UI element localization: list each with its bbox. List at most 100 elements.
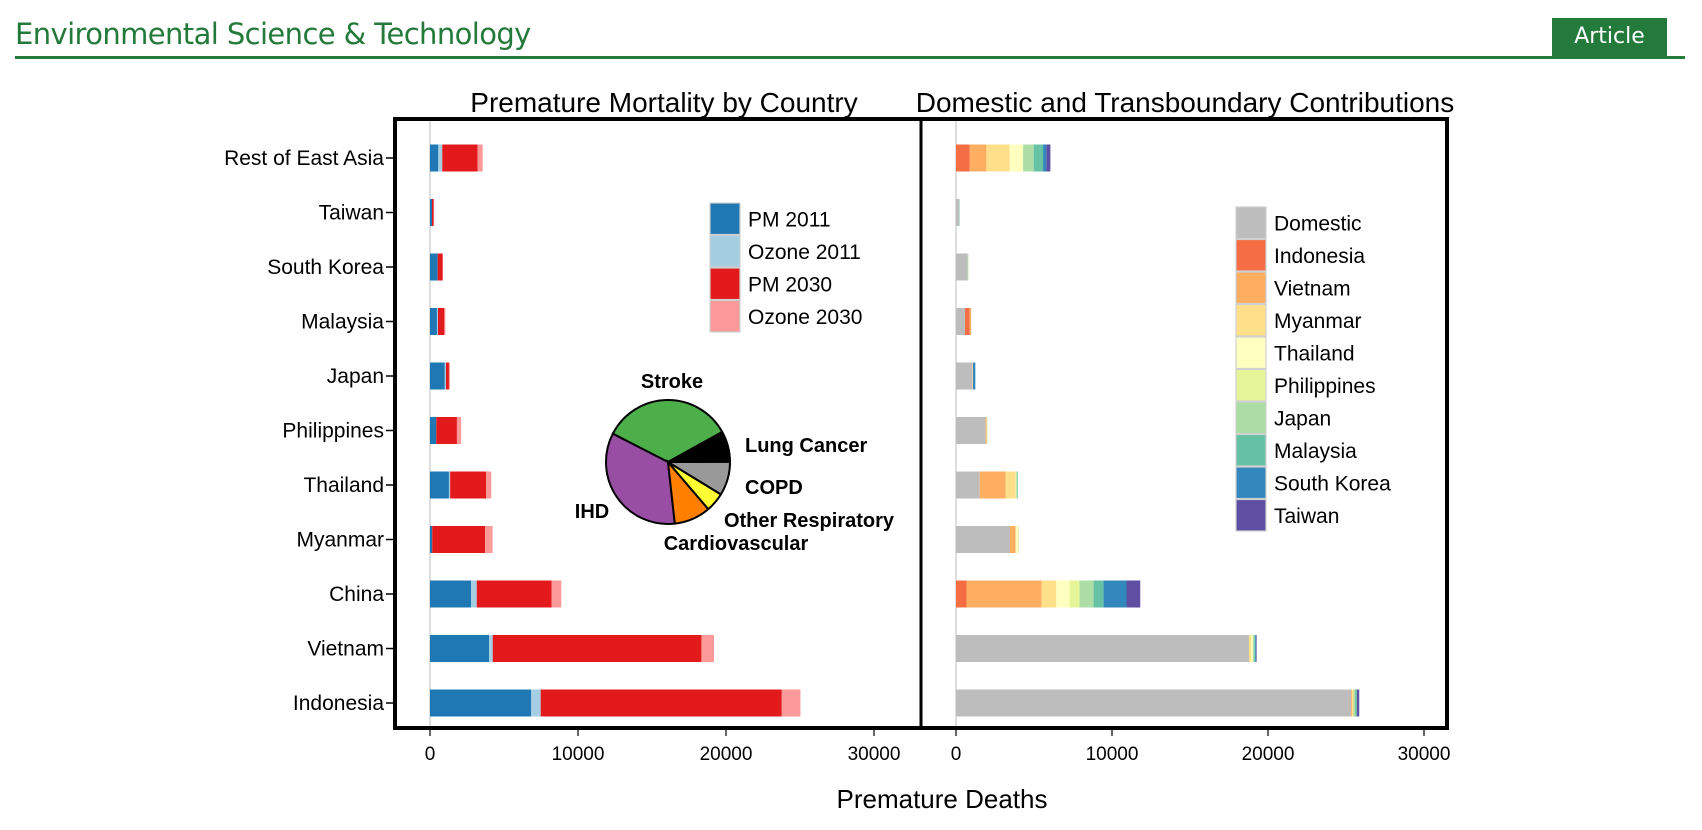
right-bar-vietnam bbox=[966, 580, 1042, 608]
y-tick-label: South Korea bbox=[267, 256, 384, 279]
legend-swatch bbox=[709, 267, 741, 301]
right-bar-myanmar bbox=[1248, 635, 1252, 662]
y-tick-label: Indonesia bbox=[293, 692, 384, 715]
y-tick-label: Philippines bbox=[282, 420, 384, 443]
left-bar-ozone-2011 bbox=[436, 308, 438, 335]
pie-label: Lung Cancer bbox=[745, 435, 867, 457]
left-bar-pm-2030 bbox=[445, 362, 449, 390]
right-bar-japan bbox=[1079, 580, 1094, 608]
left-bar-pm-2011 bbox=[430, 580, 471, 608]
left-bar-pm-2011 bbox=[430, 526, 433, 553]
right-bar-thailand bbox=[1251, 635, 1253, 662]
right-bar-vietnam bbox=[1009, 526, 1016, 553]
right-bar-domestic bbox=[956, 417, 986, 444]
left-bar-pm-2011 bbox=[430, 471, 449, 499]
legend-label: Ozone 2030 bbox=[748, 306, 862, 329]
left-legend: PM 2011 Ozone 2011 PM 2030 Ozone 2030 bbox=[709, 202, 862, 333]
legend-swatch bbox=[1235, 238, 1267, 272]
right-bar-indonesia bbox=[956, 580, 967, 608]
left-bar-ozone-2030 bbox=[781, 689, 801, 717]
article-badge: Article bbox=[1552, 18, 1667, 56]
right-bar-taiwan bbox=[1126, 580, 1141, 608]
legend-label: PM 2011 bbox=[748, 208, 831, 231]
left-bar-ozone-2011 bbox=[531, 689, 541, 717]
right-bar-domestic bbox=[956, 253, 968, 281]
y-tick-label: Japan bbox=[327, 365, 384, 388]
left-bar-pm-2030 bbox=[436, 417, 457, 444]
pie-slice-ihd bbox=[605, 432, 676, 525]
right-bar-vietnam bbox=[985, 417, 987, 444]
pie-label: Other Respiratory bbox=[724, 510, 895, 532]
left-bar-ozone-2011 bbox=[438, 144, 443, 172]
right-panel-title: Domestic and Transboundary Contributions bbox=[916, 87, 1455, 118]
legend-label: Thailand bbox=[1274, 342, 1355, 365]
legend-swatch bbox=[1235, 206, 1267, 240]
right-bar-malaysia bbox=[1017, 471, 1018, 499]
right-bar-thailand bbox=[1015, 526, 1019, 553]
right-bar-taiwan bbox=[1255, 635, 1257, 662]
legend-label: Taiwan bbox=[1274, 505, 1339, 528]
left-bar-pm-2011 bbox=[430, 635, 490, 662]
right-x-tick-label: 30000 bbox=[1398, 744, 1451, 765]
pie-label: COPD bbox=[745, 477, 803, 499]
right-bar-japan bbox=[1023, 144, 1034, 172]
right-bar-indonesia bbox=[965, 308, 970, 335]
right-bar-taiwan bbox=[1046, 144, 1051, 172]
right-bar-myanmar bbox=[1041, 580, 1057, 608]
left-bar-ozone-2011 bbox=[448, 471, 451, 499]
legend-swatch bbox=[709, 234, 741, 268]
left-x-tick-label: 30000 bbox=[848, 744, 901, 765]
left-x-tick-label: 0 bbox=[425, 744, 436, 765]
journal-title: Environmental Science & Technology bbox=[15, 17, 531, 51]
left-bar-pm-2030 bbox=[476, 580, 552, 608]
left-bar-pm-2030 bbox=[540, 689, 782, 717]
legend-label: Japan bbox=[1274, 407, 1331, 430]
right-bar-south-korea bbox=[973, 362, 976, 390]
right-bar-indonesia bbox=[956, 144, 970, 172]
left-panel-title: Premature Mortality by Country bbox=[470, 87, 857, 118]
right-bar-philippines bbox=[1015, 471, 1017, 499]
left-bar-pm-2011 bbox=[430, 144, 439, 172]
left-bar-pm-2030 bbox=[432, 526, 486, 553]
left-bar-pm-2030 bbox=[431, 199, 434, 226]
right-x-tick-label: 0 bbox=[951, 744, 962, 765]
right-bar-myanmar bbox=[1352, 689, 1354, 717]
right-bar-south-korea bbox=[1255, 635, 1256, 662]
right-bar-japan bbox=[967, 253, 969, 281]
left-bar-pm-2030 bbox=[437, 308, 445, 335]
legend-label: Vietnam bbox=[1274, 277, 1351, 300]
right-bar-domestic bbox=[956, 199, 959, 226]
legend-swatch bbox=[1235, 401, 1267, 435]
right-bar-domestic bbox=[956, 308, 966, 335]
left-bar-ozone-2011 bbox=[489, 635, 493, 662]
right-bar-myanmar bbox=[1005, 471, 1016, 499]
right-bar-vietnam bbox=[1351, 689, 1353, 717]
legend-label: Malaysia bbox=[1274, 440, 1357, 463]
right-bar-domestic bbox=[956, 526, 1010, 553]
pie-label: IHD bbox=[575, 501, 609, 523]
right-bar-japan bbox=[1353, 689, 1356, 717]
left-bar-ozone-2030 bbox=[456, 417, 462, 444]
left-bar-ozone-2030 bbox=[444, 308, 446, 335]
right-bar-south-korea bbox=[1103, 580, 1127, 608]
right-bar-vietnam bbox=[969, 308, 972, 335]
right-bar-south-korea bbox=[1043, 144, 1047, 172]
pie-label: Stroke bbox=[641, 371, 703, 393]
legend-swatch bbox=[1235, 433, 1267, 467]
right-bar-taiwan bbox=[1356, 689, 1360, 717]
legend-label: Ozone 2011 bbox=[748, 241, 861, 264]
right-x-tick-label: 20000 bbox=[1242, 744, 1295, 765]
right-bar-domestic bbox=[956, 471, 980, 499]
right-bar-vietnam bbox=[979, 471, 1006, 499]
left-bar-ozone-2030 bbox=[448, 362, 450, 390]
left-bar-ozone-2011 bbox=[444, 362, 446, 390]
left-x-tick-label: 10000 bbox=[552, 744, 605, 765]
left-bar-pm-2030 bbox=[492, 635, 702, 662]
right-bar-thailand bbox=[1056, 580, 1070, 608]
left-bar-ozone-2030 bbox=[486, 471, 492, 499]
legend-swatch bbox=[1235, 466, 1267, 500]
left-bar-ozone-2011 bbox=[470, 580, 477, 608]
left-bar-pm-2011 bbox=[430, 689, 532, 717]
left-bar-pm-2030 bbox=[442, 144, 478, 172]
